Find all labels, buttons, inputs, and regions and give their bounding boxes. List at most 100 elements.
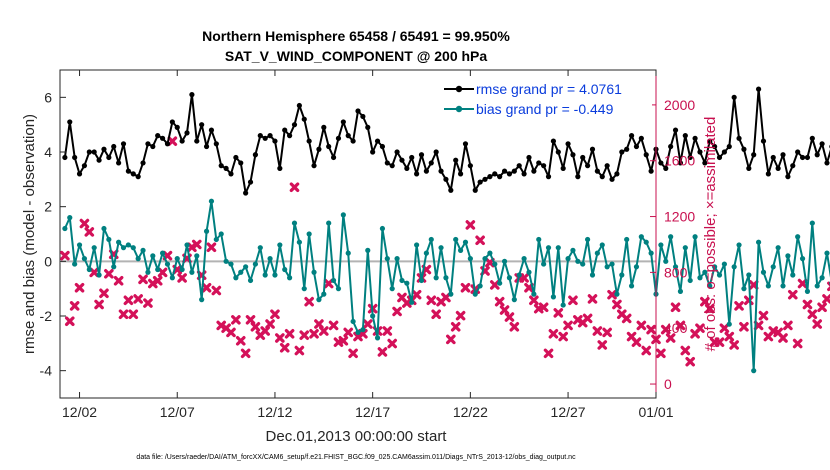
x-tick-label: 12/07 — [160, 404, 195, 420]
x-tick-label: 01/01 — [638, 404, 673, 420]
obs-count-point — [69, 301, 80, 311]
rmse-point — [360, 113, 366, 120]
bias-point — [374, 335, 381, 341]
obs-count-point — [191, 239, 202, 250]
obs-count-point — [362, 319, 373, 329]
legend-bias-label: bias grand pr = -0.449 — [476, 101, 614, 117]
bias-point — [228, 261, 234, 267]
bias-point — [282, 266, 288, 273]
bias-point — [541, 261, 547, 267]
bias-point — [272, 272, 278, 278]
rmse-point — [340, 119, 346, 125]
rmse-point — [252, 152, 259, 158]
bias-point — [736, 242, 742, 248]
rmse-point — [541, 163, 547, 169]
bias-point — [189, 269, 195, 275]
bias-point — [140, 247, 146, 253]
rmse-point — [477, 179, 483, 185]
obs-count-point — [548, 328, 559, 339]
obs-count-point — [211, 285, 222, 296]
obs-count-point — [660, 324, 671, 335]
rmse-point — [785, 174, 791, 180]
bias-point — [741, 286, 747, 292]
obs-count-point — [231, 315, 241, 325]
rmse-point — [433, 149, 439, 155]
rmse-point — [262, 135, 268, 141]
bias-point — [614, 291, 620, 297]
bias-point — [155, 266, 161, 273]
bias-point — [589, 272, 596, 278]
y-left-tick-label: 4 — [44, 144, 52, 160]
rmse-point — [76, 171, 83, 177]
bias-point — [164, 261, 171, 267]
bias-point — [96, 272, 102, 278]
obs-count-point — [714, 337, 725, 347]
rmse-point — [506, 171, 513, 177]
bias-point — [570, 247, 576, 253]
bias-point — [394, 256, 400, 262]
rmse-point — [545, 174, 552, 180]
bias-point — [712, 264, 718, 270]
rmse-point — [296, 102, 302, 109]
rmse-point — [228, 171, 234, 177]
rmse-point — [726, 143, 732, 150]
bias-point — [487, 250, 493, 256]
obs-count-point — [446, 334, 456, 345]
obs-count-point — [289, 182, 300, 193]
rmse-point — [492, 171, 498, 177]
bias-point — [457, 247, 464, 253]
rmse-point — [565, 141, 571, 147]
rmse-point — [526, 154, 532, 161]
bias-point — [223, 258, 229, 264]
rmse-point — [799, 154, 806, 161]
rmse-point — [624, 146, 630, 152]
obs-count-point — [597, 340, 608, 350]
bias-point — [350, 318, 356, 325]
bias-point — [550, 294, 557, 300]
rmse-point — [736, 135, 742, 141]
obs-count-point — [79, 218, 90, 229]
rmse-point — [721, 149, 727, 155]
bias-point — [277, 242, 283, 248]
rmse-point — [399, 157, 405, 163]
rmse-point — [780, 152, 786, 158]
rmse-point — [707, 138, 713, 144]
bias-point — [697, 275, 703, 281]
obs-count-point — [685, 356, 695, 367]
obs-count-point — [206, 242, 217, 253]
bias-point — [580, 261, 586, 267]
obs-count-point — [450, 322, 461, 332]
bias-point — [433, 275, 439, 281]
obs-count-point — [675, 320, 686, 331]
rmse-point — [570, 152, 576, 158]
obs-count-point — [465, 220, 476, 230]
rmse-point — [648, 168, 654, 174]
rmse-point — [164, 141, 171, 147]
bias-point — [536, 236, 542, 243]
rmse-point — [614, 171, 620, 177]
obs-count-point — [783, 320, 793, 331]
obs-count-point — [719, 323, 730, 334]
rmse-point — [111, 143, 117, 150]
rmse-point — [272, 138, 278, 144]
bias-point — [91, 245, 97, 251]
bias-point — [370, 313, 376, 319]
rmse-point — [751, 152, 757, 158]
obs-count-point — [568, 295, 578, 306]
obs-count-point — [485, 257, 495, 268]
rmse-point — [521, 171, 527, 177]
bias-point — [418, 277, 425, 284]
bias-point — [111, 264, 117, 270]
obs-count-point — [734, 301, 744, 311]
bias-point — [262, 272, 268, 278]
bias-point — [238, 269, 244, 275]
rmse-point — [101, 146, 107, 152]
bias-point — [72, 261, 78, 267]
bias-point — [770, 264, 776, 270]
bias-point — [135, 256, 141, 262]
bias-series — [62, 198, 830, 374]
rmse-point — [91, 149, 97, 155]
bias-point — [585, 236, 591, 243]
bias-point — [355, 329, 361, 335]
obs-count-point — [499, 305, 510, 315]
